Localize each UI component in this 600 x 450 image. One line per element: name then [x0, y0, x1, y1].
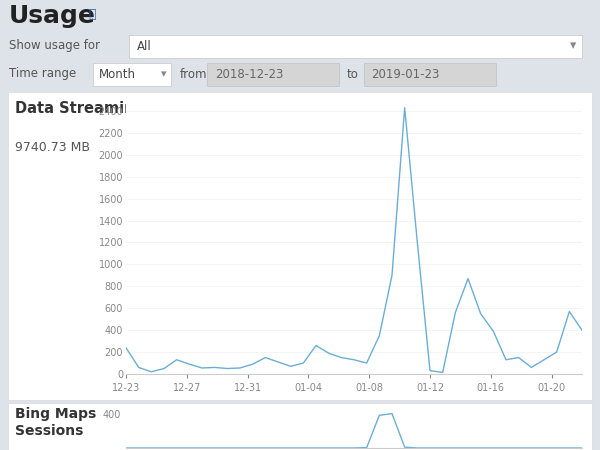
Text: ▾: ▾ [570, 40, 576, 53]
Text: 9740.73 MB: 9740.73 MB [15, 141, 90, 154]
Text: 2018-12-23: 2018-12-23 [215, 68, 283, 81]
Text: ▾: ▾ [161, 69, 167, 79]
Text: Month: Month [98, 68, 136, 81]
Text: All: All [137, 40, 152, 53]
FancyBboxPatch shape [207, 63, 339, 86]
FancyBboxPatch shape [364, 63, 496, 86]
FancyBboxPatch shape [93, 63, 171, 86]
Text: Data Streaming: Data Streaming [15, 101, 145, 116]
Text: to: to [347, 68, 359, 81]
Text: from: from [180, 68, 208, 81]
Text: Time range: Time range [9, 68, 76, 81]
Text: 2019-01-23: 2019-01-23 [371, 68, 439, 81]
Text: Bing Maps: Bing Maps [15, 407, 96, 421]
FancyBboxPatch shape [129, 35, 582, 58]
Text: Sessions: Sessions [15, 424, 83, 438]
Text: ⓘ: ⓘ [89, 8, 96, 21]
Text: Usage: Usage [9, 4, 96, 28]
Text: Show usage for: Show usage for [9, 40, 100, 53]
